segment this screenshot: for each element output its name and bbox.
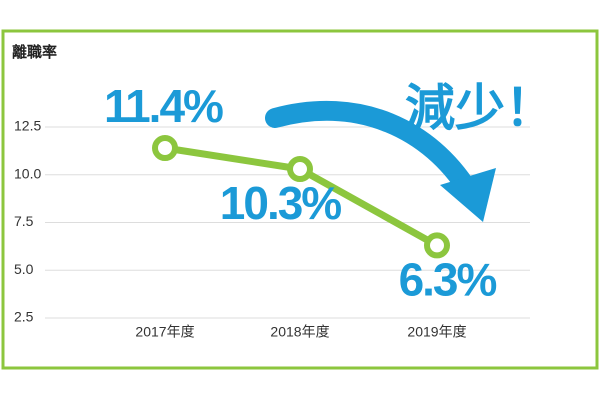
- y-tick-label: 2.5: [14, 309, 34, 325]
- value-label: 11.4%: [104, 80, 223, 132]
- value-label: 6.3%: [399, 254, 497, 306]
- arrow-head: [440, 168, 496, 222]
- x-tick-label: 2017年度: [135, 324, 194, 340]
- arrow: [265, 100, 478, 200]
- y-tick-label: 10.0: [14, 165, 41, 181]
- value-label: 10.3%: [220, 177, 342, 229]
- frame: [1, 29, 599, 370]
- annotation: 減少！: [405, 80, 555, 136]
- x-tick-label: 2018年度: [270, 324, 329, 340]
- point: [287, 156, 313, 183]
- point: [152, 135, 178, 162]
- x-tick-label: 2019年度: [407, 324, 466, 340]
- y-tick-label: 12.5: [14, 118, 41, 134]
- y-tick-label: 5.0: [14, 261, 34, 277]
- y-tick-label: 7.5: [14, 213, 34, 229]
- y-axis-label: 離職率: [12, 43, 57, 61]
- point: [424, 232, 450, 259]
